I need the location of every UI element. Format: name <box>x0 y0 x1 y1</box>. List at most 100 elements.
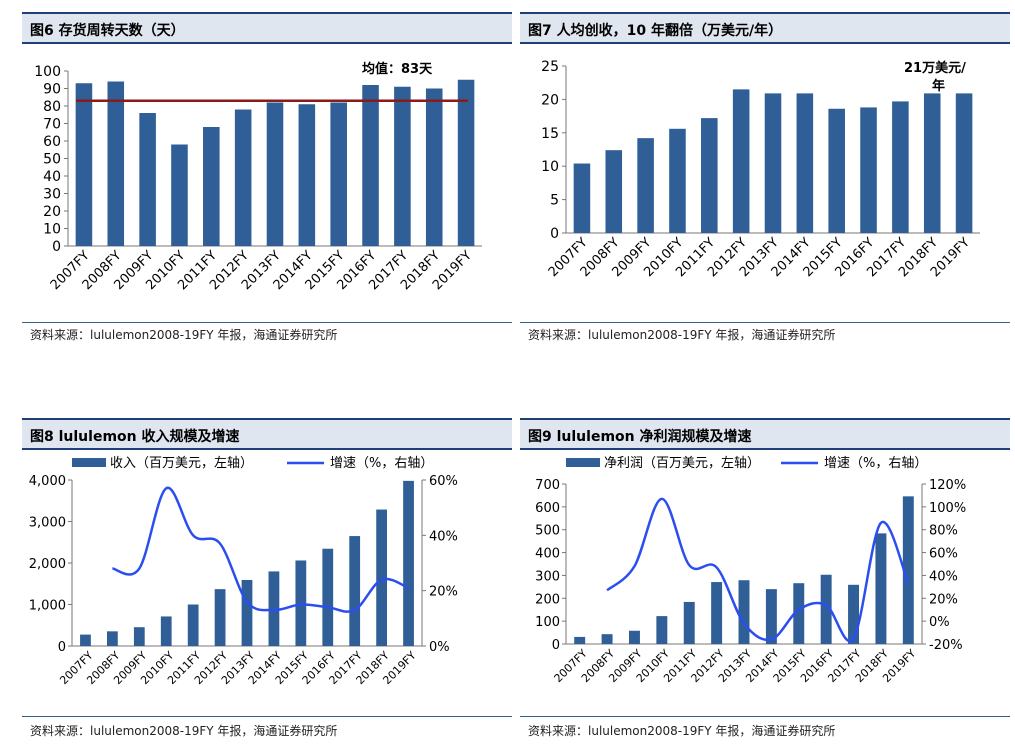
bar <box>376 509 387 646</box>
bar <box>234 109 252 246</box>
source-divider <box>520 716 1010 717</box>
bar <box>902 496 914 644</box>
source-divider <box>520 322 1010 323</box>
y-tick-label: 10 <box>43 222 61 238</box>
bar <box>711 582 723 644</box>
left-tick-label: 0 <box>552 638 560 653</box>
bar <box>601 634 613 644</box>
bar <box>637 138 654 233</box>
chart-panel-revenue-growth: 图8 lululemon 收入规模及增速 0 1,000 2,000 3,000 4,0… <box>22 418 512 748</box>
right-tick-label: -20% <box>929 638 963 653</box>
left-tick-label: 3,000 <box>29 516 66 531</box>
annotation-label: 年 <box>932 78 945 94</box>
bar <box>133 627 145 646</box>
y-tick-label: 0 <box>52 239 61 255</box>
chart-title-bar: 图6 存货周转天数（天） <box>22 12 512 44</box>
bar <box>683 601 695 644</box>
bar <box>160 616 172 646</box>
bar <box>656 616 668 644</box>
bar <box>828 108 845 233</box>
y-tick-label: 90 <box>43 82 61 98</box>
growth-line <box>606 497 910 643</box>
chart-title: 图8 lululemon 收入规模及增速 <box>30 429 240 445</box>
legend-line-label: 增速（%，右轴） <box>824 456 927 471</box>
right-tick-label: 20% <box>929 592 958 607</box>
y-tick-label: 40 <box>43 169 61 185</box>
bar <box>322 548 334 646</box>
chart-title-bar: 图8 lululemon 收入规模及增速 <box>22 418 512 450</box>
left-tick-label: 200 <box>535 592 560 607</box>
chart-source: 资料来源：lululemon2008-19FY 年报，海通证券研究所 <box>30 724 338 738</box>
growth-line <box>112 486 410 613</box>
bar <box>107 631 118 646</box>
bar <box>875 533 887 644</box>
right-tick-label: 20% <box>429 585 458 600</box>
y-tick-label: 25 <box>541 59 559 75</box>
y-tick-label: 5 <box>550 193 559 209</box>
bar <box>701 118 718 233</box>
bar <box>75 83 93 246</box>
bar <box>628 630 640 644</box>
bar <box>796 93 814 233</box>
chart-title: 图7 人均创收，10 年翻倍（万美元/年） <box>528 23 783 39</box>
bar <box>457 79 475 246</box>
left-tick-label: 0 <box>58 640 66 655</box>
annotation-label: 21万美元/ <box>904 60 966 76</box>
bar <box>362 85 379 246</box>
bar <box>923 93 941 233</box>
legend-bar-label: 净利润（百万美元，左轴） <box>604 456 760 471</box>
bar <box>732 89 750 233</box>
chart-title-bar: 图7 人均创收，10 年翻倍（万美元/年） <box>520 12 1010 44</box>
bar <box>266 102 284 246</box>
y-tick-label: 100 <box>34 64 61 80</box>
bar <box>298 104 316 246</box>
left-tick-label: 600 <box>535 501 560 516</box>
bar <box>765 589 777 644</box>
bar <box>394 86 411 246</box>
bar <box>241 579 253 646</box>
bar <box>425 88 443 246</box>
y-tick-label: 70 <box>43 117 61 133</box>
legend-bar-swatch <box>72 458 106 467</box>
average-label: 均值：83天 <box>362 61 433 77</box>
bar <box>573 163 591 233</box>
bar <box>955 93 973 233</box>
bar <box>268 571 280 646</box>
left-tick-label: 500 <box>535 524 560 539</box>
bar <box>605 150 623 233</box>
y-tick-label: 60 <box>43 134 61 150</box>
bar <box>738 580 750 644</box>
left-tick-label: 1,000 <box>29 599 66 614</box>
right-tick-label: 40% <box>929 569 958 584</box>
bar <box>203 127 220 246</box>
bar <box>574 636 586 644</box>
net-income-growth-chart: 0 100 200 300 400 500 600 700 -20% 0% 20% 40% 60% 80%… <box>535 456 966 685</box>
inventory-days-chart: 01020304050607080901002007FY2008FY2009FY… <box>34 61 482 293</box>
bar <box>107 81 125 246</box>
y-tick-label: 0 <box>550 226 559 242</box>
bar <box>214 589 226 646</box>
y-tick-label: 30 <box>43 187 61 203</box>
left-tick-label: 100 <box>535 615 560 630</box>
right-tick-label: 40% <box>429 529 458 544</box>
bar <box>139 113 156 246</box>
chart-source: 资料来源：lululemon2008-19FY 年报，海通证券研究所 <box>30 328 338 342</box>
bar <box>860 107 877 233</box>
bar <box>764 93 782 233</box>
chart-title: 图9 lululemon 净利润规模及增速 <box>528 429 752 445</box>
right-tick-label: 0% <box>429 640 450 655</box>
y-tick-label: 80 <box>43 99 61 115</box>
bar <box>187 604 199 646</box>
y-tick-label: 10 <box>541 159 559 175</box>
y-tick-label: 20 <box>541 92 559 108</box>
bar <box>349 536 361 646</box>
right-tick-label: 120% <box>929 478 966 493</box>
right-tick-label: 100% <box>929 501 966 516</box>
y-tick-label: 20 <box>43 204 61 220</box>
bar <box>80 634 91 646</box>
chart-panel-net-income-growth: 图9 lululemon 净利润规模及增速 0 100 200 300 400 500 60… <box>520 418 1010 748</box>
bar <box>820 574 832 644</box>
bar <box>295 560 307 646</box>
bar <box>403 480 414 646</box>
bar <box>793 583 805 644</box>
